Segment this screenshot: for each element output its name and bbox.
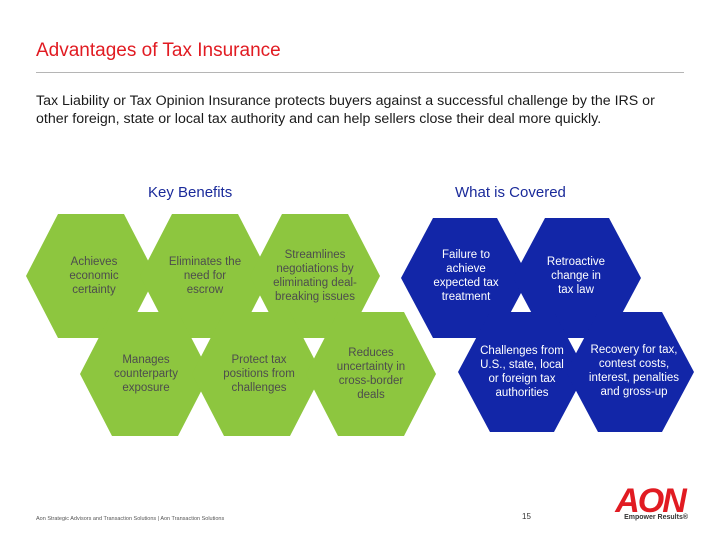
benefit-label-2: Eliminates the need for escrow xyxy=(168,256,242,296)
covered-label-3: Challenges from U.S., state, local or fo… xyxy=(480,345,564,399)
footer-text: Aon Strategic Advisors and Transaction S… xyxy=(36,516,225,522)
benefit-label-4: Manages counterparty exposure xyxy=(114,354,178,394)
benefit-hexagon-5 xyxy=(192,312,322,436)
benefit-label-3: Streamlines negotiations by eliminating … xyxy=(273,249,357,303)
covered-hexagon-1 xyxy=(401,218,529,338)
key-benefits-heading: Key Benefits xyxy=(148,184,233,201)
intro-text: Tax Liability or Tax Opinion Insurance p… xyxy=(36,93,655,127)
page-number: 15 xyxy=(522,512,531,521)
covered-hexagon-3 xyxy=(458,312,586,432)
what-is-covered-heading: What is Covered xyxy=(455,184,566,201)
aon-logo: AON xyxy=(614,482,688,520)
covered-hexagon-2 xyxy=(513,218,641,338)
benefit-label-1: Achieves economic certainty xyxy=(69,256,119,296)
benefit-hexagon-4 xyxy=(80,312,210,436)
benefit-label-5: Protect tax positions from challenges xyxy=(223,354,295,394)
benefit-label-6: Reduces uncertainty in cross-border deal… xyxy=(336,347,406,401)
covered-label-2: Retroactive change in tax law xyxy=(546,256,606,296)
title-rule xyxy=(36,72,684,73)
benefit-hexagon-3 xyxy=(250,214,380,338)
benefit-hexagon-6 xyxy=(306,312,436,436)
slide-title: Advantages of Tax Insurance xyxy=(36,40,281,61)
covered-label-1: Failure to achieve expected tax treatmen… xyxy=(433,249,499,303)
covered-hexagon-4 xyxy=(566,312,694,432)
benefit-hexagon-1 xyxy=(26,214,156,338)
covered-label-4: Recovery for tax, contest costs, interes… xyxy=(588,344,680,398)
aon-logo-text: AON xyxy=(614,482,688,520)
benefit-hexagon-2 xyxy=(140,214,270,338)
logo-tagline: Empower Results® xyxy=(624,514,688,521)
